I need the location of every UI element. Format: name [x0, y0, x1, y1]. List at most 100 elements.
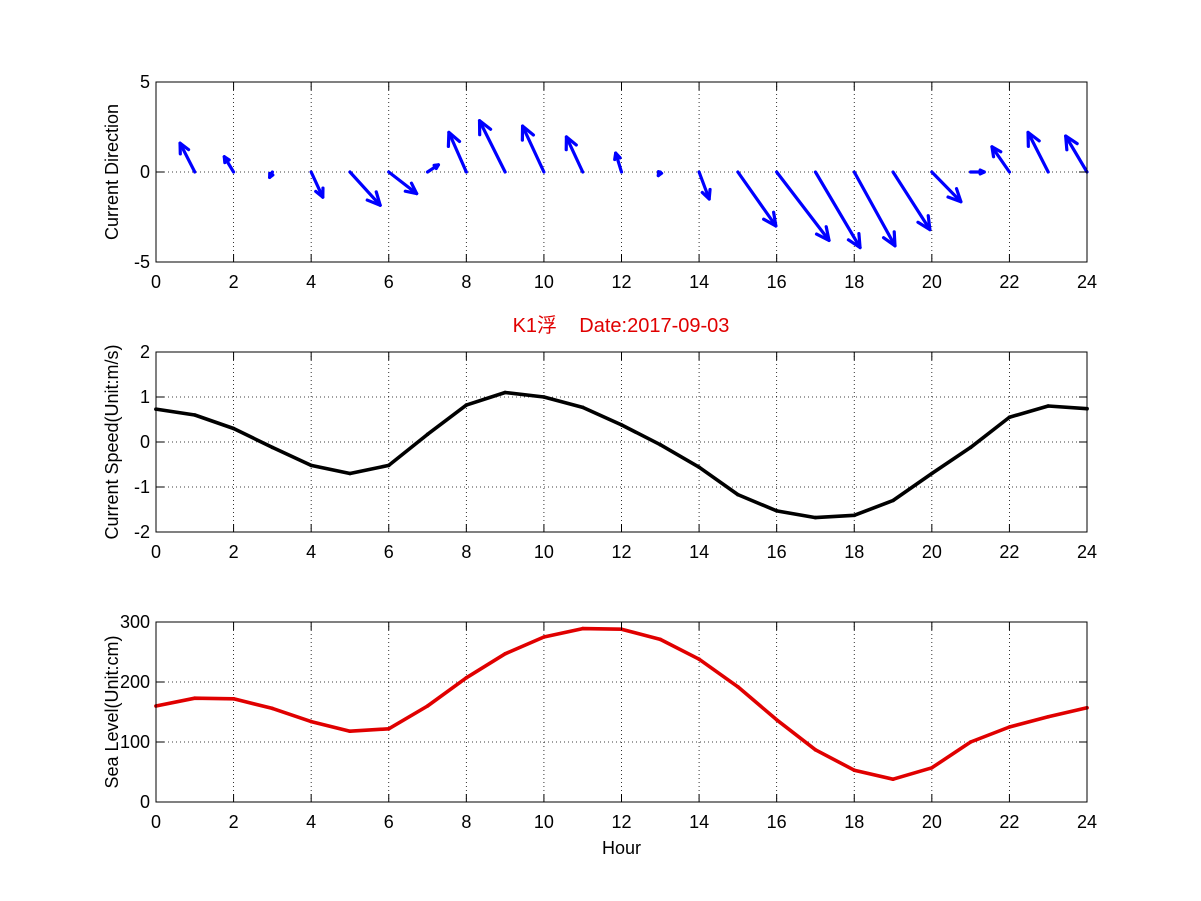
current-direction-ylabel: Current Direction [102, 104, 122, 240]
sea-level-point [542, 635, 546, 639]
current-arrow [775, 170, 831, 242]
current-speed-point [658, 442, 663, 447]
sea-level-xtick-label: 22 [999, 812, 1019, 832]
current-speed-ytick-label: 0 [140, 432, 150, 452]
current-speed-point [348, 471, 352, 476]
current-direction-xtick-label: 6 [384, 272, 394, 292]
sea-level-point [309, 719, 313, 724]
current-speed-xtick-label: 10 [534, 542, 554, 562]
current-speed-point [697, 465, 701, 470]
sea-level-xtick-label: 4 [306, 812, 316, 832]
sea-level-point [580, 626, 585, 631]
current-speed-ytick-label: -1 [134, 477, 150, 497]
sea-level-xtick-label: 0 [151, 812, 161, 832]
current-speed-xtick-label: 18 [844, 542, 864, 562]
current-speed-xtick-label: 12 [611, 542, 631, 562]
current-arrow [613, 151, 624, 174]
sea-level-xtick-label: 20 [922, 812, 942, 832]
current-speed-point [464, 403, 469, 407]
current-speed-point [968, 445, 973, 450]
current-direction-xtick-label: 14 [689, 272, 709, 292]
sea-level-point [930, 766, 934, 770]
current-direction-xtick-label: 8 [461, 272, 471, 292]
sea-level-point [852, 768, 857, 772]
current-speed-point [1046, 404, 1051, 408]
sea-level-point [774, 718, 779, 722]
current-speed-xtick-label: 6 [384, 542, 394, 562]
sea-level-point [348, 729, 352, 733]
current-speed-ytick-label: 2 [140, 342, 150, 362]
sea-level-point [968, 740, 973, 744]
current-speed-point [619, 423, 624, 427]
current-speed-point [774, 509, 779, 513]
current-arrow [990, 145, 1012, 174]
sea-level-point [697, 657, 701, 661]
current-arrow [1064, 134, 1089, 174]
current-direction-ytick-label: -5 [134, 252, 150, 272]
current-arrow [656, 170, 664, 178]
current-arrow [178, 141, 197, 174]
sea-level-ytick-label: 200 [120, 672, 150, 692]
current-arrow [564, 135, 585, 174]
current-arrow [520, 124, 546, 174]
current-speed-point [192, 413, 197, 417]
current-direction-arrows [178, 119, 1089, 250]
current-arrow [852, 170, 897, 248]
sea-level-point [891, 777, 895, 781]
current-speed-xtick-label: 2 [229, 542, 239, 562]
current-speed-xtick-label: 16 [767, 542, 787, 562]
sea-level-xtick-label: 16 [767, 812, 787, 832]
current-speed-xtick-label: 20 [922, 542, 942, 562]
sea-level-point [736, 685, 740, 689]
sea-level-point [464, 676, 469, 680]
current-speed-point [309, 463, 313, 468]
sea-level-point [1046, 715, 1051, 719]
sea-level-point [425, 704, 430, 708]
current-direction-panel: 0 2 4 6 8 10 12 14 16 18 20 22 24-505 Current Direct… [102, 72, 1097, 292]
sea-level-ytick-label: 300 [120, 612, 150, 632]
current-speed-ytick-label: 1 [140, 387, 150, 407]
current-direction-xtick-label: 12 [611, 272, 631, 292]
current-speed-point [813, 515, 818, 520]
sea-level-xtick-label: 24 [1077, 812, 1097, 832]
current-direction-xtick-label: 18 [844, 272, 864, 292]
current-speed-series [154, 390, 1089, 520]
current-speed-point [542, 395, 546, 399]
current-speed-ytick-label: -2 [134, 522, 150, 542]
current-arrow [387, 170, 419, 196]
current-arrow [1026, 130, 1050, 174]
current-arrow [736, 170, 778, 228]
sea-level-point [658, 637, 663, 642]
current-speed-point [580, 405, 585, 410]
current-speed-xtick-label: 14 [689, 542, 709, 562]
current-arrow [425, 163, 441, 174]
current-direction-xtick-label: 4 [306, 272, 316, 292]
sea-level-point [503, 652, 507, 656]
current-arrow [969, 168, 986, 176]
current-direction-ytick-label: 5 [140, 72, 150, 92]
current-direction-xtick-label: 24 [1077, 272, 1097, 292]
sea-level-xtick-label: 6 [384, 812, 394, 832]
current-speed-point [386, 463, 391, 468]
sea-level-xtick-label: 2 [229, 812, 239, 832]
sea-level-xtick-label: 12 [611, 812, 631, 832]
figure-title: K1浮 Date:2017-09-03 [513, 314, 730, 337]
current-arrow [222, 155, 236, 174]
sea-level-xtick-label: 18 [844, 812, 864, 832]
current-arrow [891, 170, 932, 232]
current-speed-xtick-label: 22 [999, 542, 1019, 562]
sea-level-ytick-label: 0 [140, 792, 150, 812]
sea-level-xtick-label: 10 [534, 812, 554, 832]
sea-level-point [386, 727, 391, 731]
current-speed-xtick-label: 4 [306, 542, 316, 562]
sea-level-xtick-label: 8 [461, 812, 471, 832]
current-speed-point [503, 390, 507, 395]
current-speed-point [231, 426, 236, 431]
current-speed-xtick-label: 0 [151, 542, 161, 562]
current-speed-xtick-label: 24 [1077, 542, 1097, 562]
